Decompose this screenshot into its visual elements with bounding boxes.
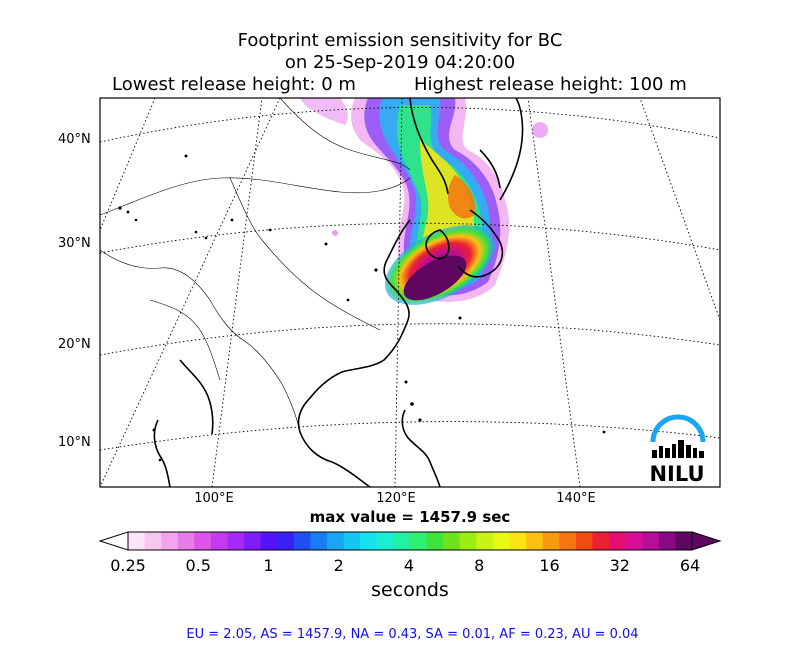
- colorbar-cell: [509, 532, 527, 550]
- colorbar-cell: [393, 532, 411, 550]
- colorbar-cell: [194, 532, 212, 550]
- colorbar-cell: [526, 532, 544, 550]
- colorbar-cell: [426, 532, 444, 550]
- colorbar-frame: [127, 531, 693, 551]
- colorbar-cell: [244, 532, 262, 550]
- colorbar-label: seconds: [371, 579, 449, 601]
- regional-totals: EU = 2.05, AS = 1457.9, NA = 0.43, SA = …: [186, 627, 639, 642]
- colorbar-cell: [128, 532, 146, 550]
- colorbar-cell: [476, 532, 494, 550]
- islands: [118, 154, 606, 462]
- colorbar-cell: [443, 532, 461, 550]
- colorbar-tick-label: 4: [403, 556, 415, 575]
- colorbar-cell: [277, 532, 295, 550]
- colorbar-cell: [609, 532, 627, 550]
- colorbar-cell: [592, 532, 610, 550]
- colorbar-cell: [542, 532, 560, 550]
- colorbar-tick-label: 1: [263, 556, 274, 575]
- lat-label-10n: 10°N: [58, 435, 91, 450]
- colorbar-tick-label: 32: [609, 556, 630, 575]
- colorbar-cell: [210, 532, 229, 550]
- country-borders: [100, 98, 411, 433]
- colorbar-cell: [642, 532, 660, 550]
- colorbar-tick-label: 0.25: [110, 556, 146, 575]
- map-frame: [99, 97, 721, 488]
- colorbar-cell: [376, 532, 395, 550]
- lat-label-30n: 30°N: [58, 236, 91, 251]
- lon-label-100e: 100°E: [194, 491, 234, 506]
- colorbar-cell: [675, 532, 693, 550]
- colorbar-tick-label: 16: [539, 556, 560, 575]
- coastlines: [153, 98, 524, 487]
- colorbar-cell: [144, 532, 162, 550]
- colorbar-extend-high: [691, 531, 722, 551]
- colorbar-cell: [327, 532, 345, 550]
- max-value: max value = 1457.9 sec: [309, 508, 511, 526]
- colorbar-cell: [410, 532, 428, 550]
- colorbar-cell: [227, 532, 245, 550]
- lat-label-20n: 20°N: [58, 337, 91, 352]
- colorbar-cell: [625, 532, 643, 550]
- highest-release-height: Highest release height: 100 m: [414, 74, 687, 95]
- colorbar-extend-low: [98, 531, 129, 551]
- colorbar-cell: [177, 532, 195, 550]
- colorbar-cell: [360, 532, 378, 550]
- colorbar-cell: [575, 532, 594, 550]
- colorbar-cell: [658, 532, 677, 550]
- title-line-2: on 25-Sep-2019 04:20:00: [284, 52, 516, 73]
- colorbar-tick-label: 2: [333, 556, 344, 575]
- emission-sensitivity-plume: [300, 98, 548, 305]
- colorbar-tick-label: 8: [474, 556, 485, 575]
- graticule: [100, 98, 720, 487]
- colorbar-cell: [260, 532, 278, 550]
- colorbar-cell: [459, 532, 477, 550]
- title-line-1: Footprint emission sensitivity for BC: [237, 30, 563, 51]
- lowest-release-height: Lowest release height: 0 m: [112, 74, 356, 95]
- colorbar-cell: [161, 532, 179, 550]
- lon-label-140e: 140°E: [556, 491, 596, 506]
- colorbar-cell: [559, 532, 577, 550]
- lon-label-120e: 120°E: [376, 491, 416, 506]
- colorbar-cell: [492, 532, 511, 550]
- colorbar-cell: [293, 532, 312, 550]
- colorbar-cell: [343, 532, 361, 550]
- colorbar-tick-label: 64: [679, 556, 701, 575]
- lat-label-40n: 40°N: [58, 132, 91, 147]
- colorbar-tick-label: 0.5: [185, 556, 211, 575]
- nilu-logo: [650, 414, 706, 458]
- colorbar-cell: [310, 532, 328, 550]
- nilu-logo-text: NILU: [649, 462, 704, 486]
